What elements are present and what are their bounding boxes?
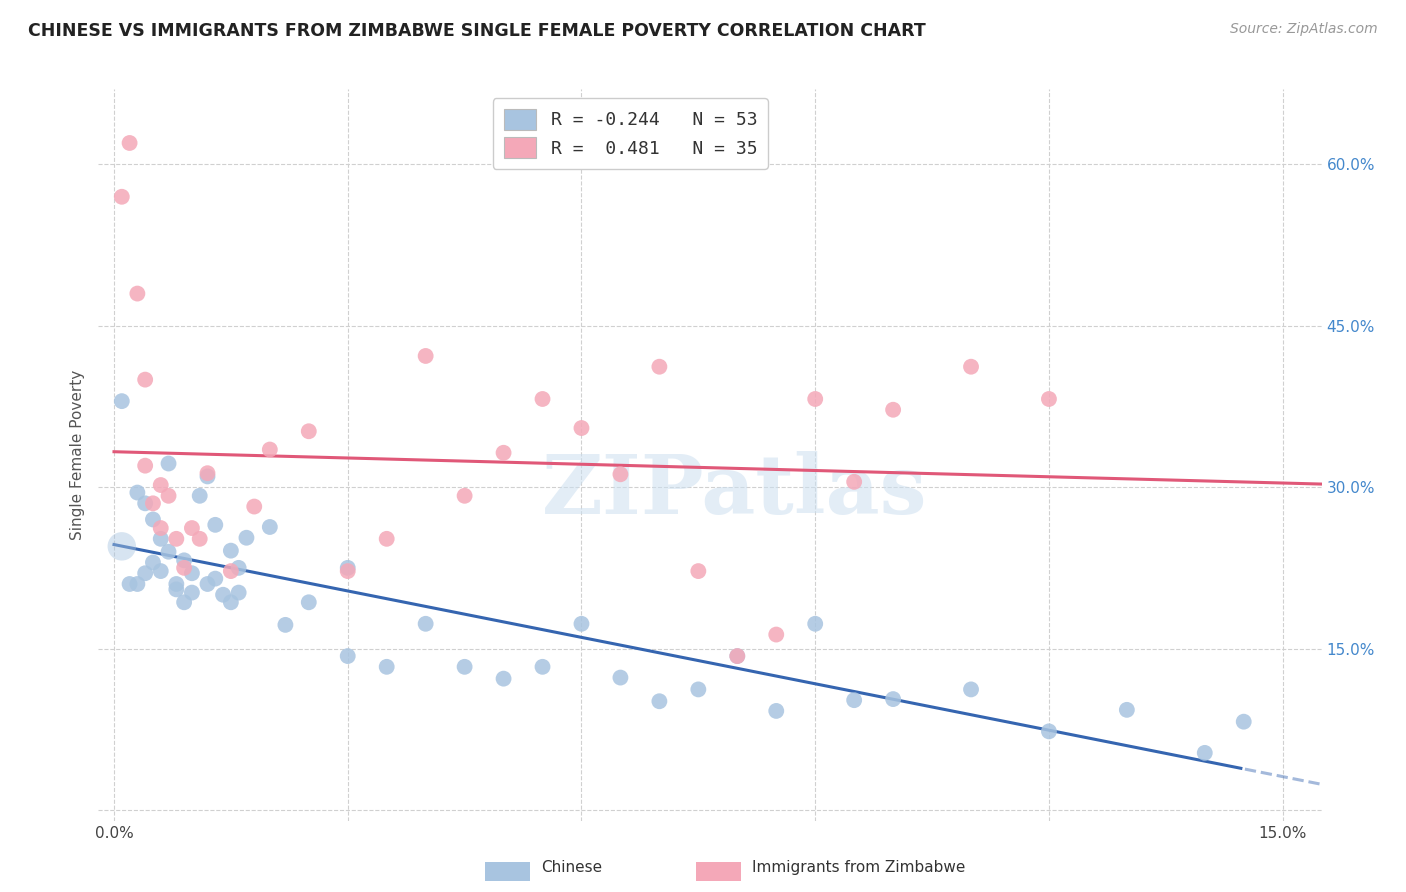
Y-axis label: Single Female Poverty: Single Female Poverty <box>70 370 86 540</box>
Point <box>165 532 187 546</box>
Point <box>118 136 141 150</box>
Point <box>212 588 235 602</box>
Point <box>336 564 359 578</box>
Point <box>375 532 398 546</box>
Point <box>127 286 149 301</box>
Point <box>165 577 187 591</box>
Point <box>960 682 983 697</box>
Point <box>173 595 195 609</box>
Point <box>531 392 554 406</box>
Point <box>375 660 398 674</box>
Point <box>111 394 134 409</box>
Point <box>571 421 593 435</box>
Point <box>157 457 180 471</box>
Point <box>157 489 180 503</box>
Point <box>259 520 281 534</box>
Point <box>609 671 631 685</box>
Point <box>228 585 250 599</box>
Point <box>1194 746 1216 760</box>
Point <box>765 627 787 641</box>
Point <box>118 577 141 591</box>
Point <box>298 424 321 438</box>
Legend: R = -0.244   N = 53, R =  0.481   N = 35: R = -0.244 N = 53, R = 0.481 N = 35 <box>492 98 768 169</box>
Point <box>298 595 321 609</box>
Point <box>725 649 748 664</box>
Point <box>204 572 226 586</box>
Point <box>243 500 266 514</box>
Point <box>180 585 202 599</box>
Point <box>197 577 219 591</box>
Text: ZIPatlas: ZIPatlas <box>541 451 927 532</box>
Point <box>844 693 866 707</box>
Point <box>134 458 156 473</box>
Point <box>648 359 671 374</box>
Point <box>882 402 904 417</box>
Point <box>149 532 172 546</box>
Point <box>960 359 983 374</box>
Point <box>197 469 219 483</box>
Point <box>688 564 710 578</box>
Point <box>127 485 149 500</box>
Point <box>134 496 156 510</box>
Text: CHINESE VS IMMIGRANTS FROM ZIMBABWE SINGLE FEMALE POVERTY CORRELATION CHART: CHINESE VS IMMIGRANTS FROM ZIMBABWE SING… <box>28 22 927 40</box>
Point <box>188 489 211 503</box>
Point <box>142 512 165 526</box>
Text: Chinese: Chinese <box>541 860 602 874</box>
Point <box>204 517 226 532</box>
Point <box>844 475 866 489</box>
Point <box>165 582 187 597</box>
Point <box>882 692 904 706</box>
Point <box>1038 724 1060 739</box>
Point <box>111 190 134 204</box>
Text: Immigrants from Zimbabwe: Immigrants from Zimbabwe <box>752 860 966 874</box>
Point <box>134 373 156 387</box>
Point <box>219 564 242 578</box>
Point <box>492 672 515 686</box>
Point <box>725 649 748 664</box>
Point <box>765 704 787 718</box>
Point <box>1233 714 1256 729</box>
Point <box>188 532 211 546</box>
Point <box>688 682 710 697</box>
Point <box>336 561 359 575</box>
Point <box>274 618 297 632</box>
Point <box>180 566 202 581</box>
Point <box>531 660 554 674</box>
Point <box>235 531 257 545</box>
Point <box>127 577 149 591</box>
Point <box>415 349 437 363</box>
Point <box>228 561 250 575</box>
Point <box>197 466 219 480</box>
Point <box>142 496 165 510</box>
Point <box>142 556 165 570</box>
Point <box>336 649 359 664</box>
Point <box>259 442 281 457</box>
Point <box>804 392 827 406</box>
Point <box>149 478 172 492</box>
Point <box>609 467 631 482</box>
Point <box>648 694 671 708</box>
Point <box>111 539 134 553</box>
Point <box>1115 703 1137 717</box>
Point <box>173 561 195 575</box>
Point <box>157 545 180 559</box>
Point <box>173 553 195 567</box>
Point <box>149 564 172 578</box>
Point <box>453 660 475 674</box>
Point <box>1038 392 1060 406</box>
Point <box>149 521 172 535</box>
Point <box>453 489 475 503</box>
Point <box>492 446 515 460</box>
Point <box>415 616 437 631</box>
Point <box>180 521 202 535</box>
Point <box>571 616 593 631</box>
Point <box>804 616 827 631</box>
Point <box>219 543 242 558</box>
Point <box>219 595 242 609</box>
Point <box>134 566 156 581</box>
Text: Source: ZipAtlas.com: Source: ZipAtlas.com <box>1230 22 1378 37</box>
